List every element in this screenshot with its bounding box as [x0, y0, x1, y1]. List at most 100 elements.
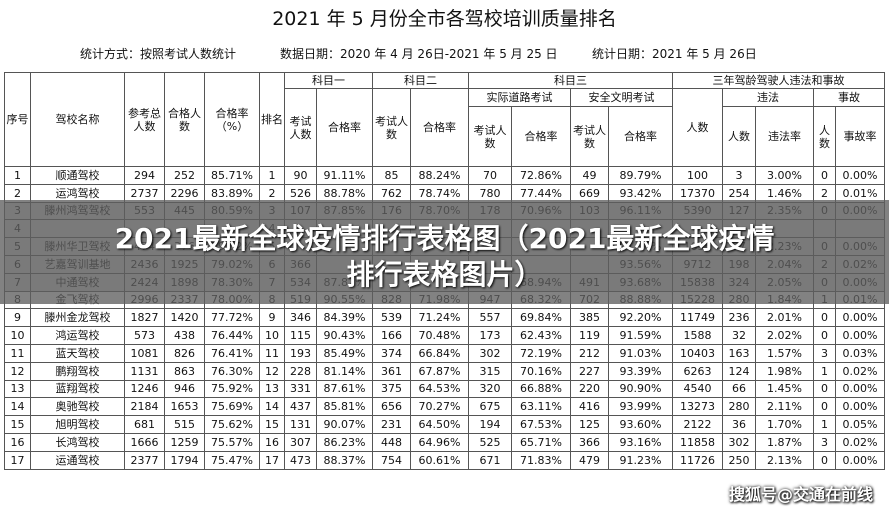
- overlay-caption-line1: 2021最新全球疫情排行表格图（2021最新全球疫情: [114, 222, 775, 255]
- header-s1-count: 考试人数: [284, 88, 317, 167]
- data-date: 数据日期：2020 年 4 月 26日-2021 年 5 月 25 日: [280, 47, 558, 61]
- table-cell: 0.00%: [834, 308, 886, 328]
- table-cell: 2.13%: [755, 450, 814, 470]
- table-cell: 鹏翔驾校: [30, 361, 125, 381]
- table-cell: 70.27%: [410, 397, 469, 417]
- table-cell: 93.39%: [608, 361, 673, 381]
- table-row: 11 蓝天驾校 1081 826 76.41% 11 193 85.49% 374 66.84% 3…: [4, 343, 886, 363]
- table-cell: 93.60%: [608, 415, 673, 434]
- table-cell: 448: [372, 432, 411, 452]
- table-row: 10 鸿运驾校 573 438 76.44% 10 115 90.43% 166 70.48% 17…: [4, 326, 886, 345]
- table-cell: 1.46%: [755, 183, 814, 203]
- table-cell: 91.11%: [316, 166, 373, 185]
- table-cell: 86.23%: [316, 432, 373, 452]
- table-row: 9 滕州金龙驾校 1827 1420 77.72% 9 346 84.39% 539 71.24%…: [4, 308, 886, 328]
- header-safety-count: 考试人数: [570, 106, 609, 167]
- overlay-caption-line2: 排行表格图片）: [346, 258, 543, 291]
- header-subject3: 科目三: [468, 72, 673, 89]
- table-cell: 124: [722, 361, 756, 381]
- table-cell: 16: [259, 432, 285, 452]
- header-pass: 合格人数: [164, 72, 205, 167]
- header-s2-rate: 合格率: [410, 88, 469, 167]
- table-cell: 15: [259, 415, 285, 434]
- table-cell: 437: [284, 397, 317, 417]
- table-cell: 231: [372, 415, 411, 434]
- table-cell: 72.86%: [511, 166, 571, 185]
- table-cell: 长鸿驾校: [30, 432, 125, 452]
- table-cell: 0.05%: [834, 415, 886, 434]
- watermark: 搜狐号@交通在前线: [728, 485, 873, 504]
- table-cell: 3: [722, 166, 756, 185]
- table-cell: 1588: [672, 326, 723, 345]
- table-cell: 9: [4, 308, 31, 328]
- table-cell: 0: [813, 326, 836, 345]
- table-cell: 71.83%: [511, 450, 571, 470]
- table-cell: 90.90%: [608, 379, 673, 399]
- table-cell: 302: [468, 343, 512, 363]
- table-cell: 681: [124, 415, 165, 434]
- table-cell: 294: [124, 166, 165, 185]
- header-subject2: 科目二: [372, 72, 469, 89]
- table-cell: 90.43%: [316, 326, 373, 345]
- header-safety-test: 安全文明考试: [570, 88, 673, 107]
- table-cell: 416: [570, 397, 609, 417]
- table-cell: 1: [813, 415, 836, 434]
- table-cell: 77.72%: [204, 308, 260, 328]
- header-violation-group: 三年驾龄驾驶人违法和事故: [671, 72, 886, 89]
- table-cell: 100: [672, 166, 723, 185]
- table-cell: 1: [813, 361, 836, 381]
- table-cell: 10: [259, 326, 285, 345]
- table-cell: 0: [813, 379, 836, 399]
- table-cell: 125: [570, 415, 609, 434]
- table-cell: 17: [259, 450, 285, 470]
- table-cell: 88.37%: [316, 450, 373, 470]
- table-cell: 14: [4, 397, 31, 417]
- table-cell: 75.62%: [204, 415, 260, 434]
- table-cell: 1081: [124, 343, 165, 363]
- table-cell: 826: [164, 343, 205, 363]
- table-cell: 67.87%: [410, 361, 469, 381]
- header-school: 驾校名称: [30, 72, 125, 167]
- header-total: 参考总人数: [124, 72, 165, 167]
- table-cell: 76.44%: [204, 326, 260, 345]
- table-cell: 65.71%: [511, 432, 571, 452]
- table-cell: 11: [259, 343, 285, 363]
- table-cell: 12: [4, 361, 31, 381]
- table-cell: 12: [259, 361, 285, 381]
- table-cell: 66: [722, 379, 756, 399]
- table-cell: 1794: [164, 450, 205, 470]
- table-cell: 75.47%: [204, 450, 260, 470]
- table-cell: 385: [570, 308, 609, 328]
- table-cell: 302: [722, 432, 756, 452]
- table-cell: 1131: [124, 361, 165, 381]
- table-cell: 193: [284, 343, 317, 363]
- table-cell: 539: [372, 308, 411, 328]
- table-cell: 66.84%: [410, 343, 469, 363]
- header-subject1: 科目一: [284, 72, 373, 89]
- header-s2-count: 考试人数: [372, 88, 411, 167]
- table-cell: 438: [164, 326, 205, 345]
- table-cell: 13: [259, 379, 285, 399]
- table-row: 17 运通驾校 2377 1794 75.47% 17 473 88.37% 754 60.61%…: [4, 450, 886, 470]
- table-cell: 228: [284, 361, 317, 381]
- stat-method: 统计方式：按照考试人数统计: [80, 47, 237, 61]
- table-cell: 1.45%: [755, 379, 814, 399]
- table-cell: 10403: [672, 343, 723, 363]
- table-cell: 0.02%: [834, 432, 886, 452]
- table-cell: 0.00%: [834, 397, 886, 417]
- table-cell: 奥驰驾校: [30, 397, 125, 417]
- table-cell: 1.87%: [755, 432, 814, 452]
- table-cell: 3: [813, 343, 836, 363]
- table-cell: 3: [813, 432, 836, 452]
- page-title: 2021 年 5 月份全市各驾校培训质量排名: [272, 8, 617, 30]
- table-cell: 6263: [672, 361, 723, 381]
- table-cell: 0.00%: [834, 379, 886, 399]
- table-cell: 0.00%: [834, 326, 886, 345]
- table-cell: 13273: [672, 397, 723, 417]
- table-cell: 375: [372, 379, 411, 399]
- table-cell: 166: [372, 326, 411, 345]
- table-cell: 旭明驾校: [30, 415, 125, 434]
- table-cell: 92.20%: [608, 308, 673, 328]
- table-cell: 鸿运驾校: [30, 326, 125, 345]
- table-cell: 2184: [124, 397, 165, 417]
